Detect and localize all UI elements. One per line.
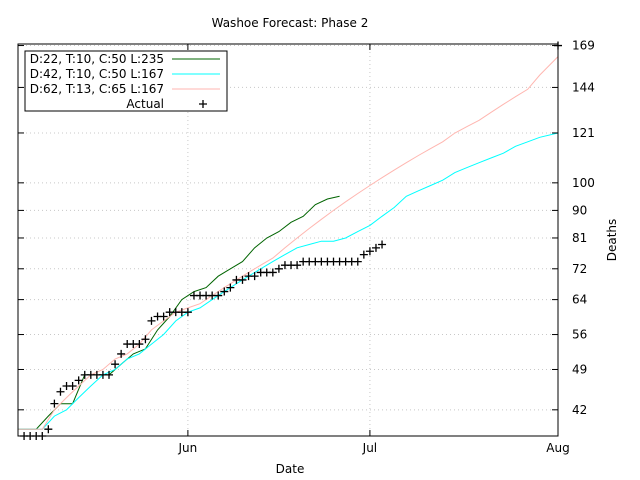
legend-label: Actual: [126, 97, 164, 111]
actual-marker: [238, 275, 247, 284]
actual-marker: [293, 261, 302, 270]
y-tick-label: 169: [572, 39, 595, 53]
actual-marker: [111, 360, 120, 369]
legend-box: [24, 50, 228, 112]
y-tick-label: 144: [572, 80, 595, 94]
actual-marker: [365, 247, 374, 256]
actual-marker: [74, 376, 83, 385]
actual-marker: [214, 291, 223, 300]
series-3: [18, 56, 559, 430]
plot-frame: [17, 43, 559, 437]
axes: 42 49 56 64 72 81 90 100 121 144 169 Jun Jul Aug: [18, 39, 595, 455]
series-line: [18, 195, 340, 430]
actual-marker: [68, 382, 77, 391]
y-tick-label: 81: [572, 231, 587, 245]
x-tick-label: Jun: [178, 441, 198, 455]
x-axis-label: Date: [276, 462, 305, 476]
actual-marker: [159, 312, 168, 321]
series-1: [18, 195, 340, 430]
actual-marker: [56, 387, 65, 396]
y-tick-label: 56: [572, 328, 587, 342]
series-line: [18, 56, 559, 430]
actual-marker: [183, 308, 192, 317]
actual-marker: [135, 340, 144, 349]
actual-marker: [147, 316, 156, 325]
legend-label: D:62, T:13, C:65 L:167: [30, 82, 164, 96]
legend-swatch-marker: [199, 100, 207, 108]
actual-marker: [371, 243, 380, 252]
y-tick-label: 49: [572, 362, 587, 376]
actual-marker: [359, 250, 368, 259]
series-line: [18, 132, 559, 430]
y-tick-label: 100: [572, 176, 595, 190]
actual-marker: [268, 268, 277, 277]
chart-title: Washoe Forecast: Phase 2: [212, 16, 369, 30]
y-axis-label: Deaths: [605, 219, 619, 262]
x-tick-label: Aug: [546, 441, 569, 455]
y-tick-label: 121: [572, 126, 595, 140]
legend-label: D:22, T:10, C:50 L:235: [30, 52, 164, 66]
actual-marker: [378, 240, 387, 249]
actual-marker: [226, 283, 235, 292]
actual-marker: [50, 399, 59, 408]
actual-marker: [44, 425, 53, 434]
legend-label: D:42, T:10, C:50 L:167: [30, 67, 164, 81]
x-tick-label: Jul: [362, 441, 377, 455]
actual-marker: [117, 349, 126, 358]
y-tick-label: 64: [572, 293, 587, 307]
actual-marker: [250, 272, 259, 281]
actual-marker: [274, 264, 283, 273]
actual-marker: [353, 257, 362, 266]
actual-marker: [105, 370, 114, 379]
y-tick-label: 72: [572, 262, 587, 276]
actual-marker: [220, 287, 229, 296]
actual-marker: [141, 335, 150, 344]
y-tick-label: 42: [572, 403, 587, 417]
y-tick-label: 90: [572, 203, 587, 217]
series-2: [18, 132, 559, 430]
